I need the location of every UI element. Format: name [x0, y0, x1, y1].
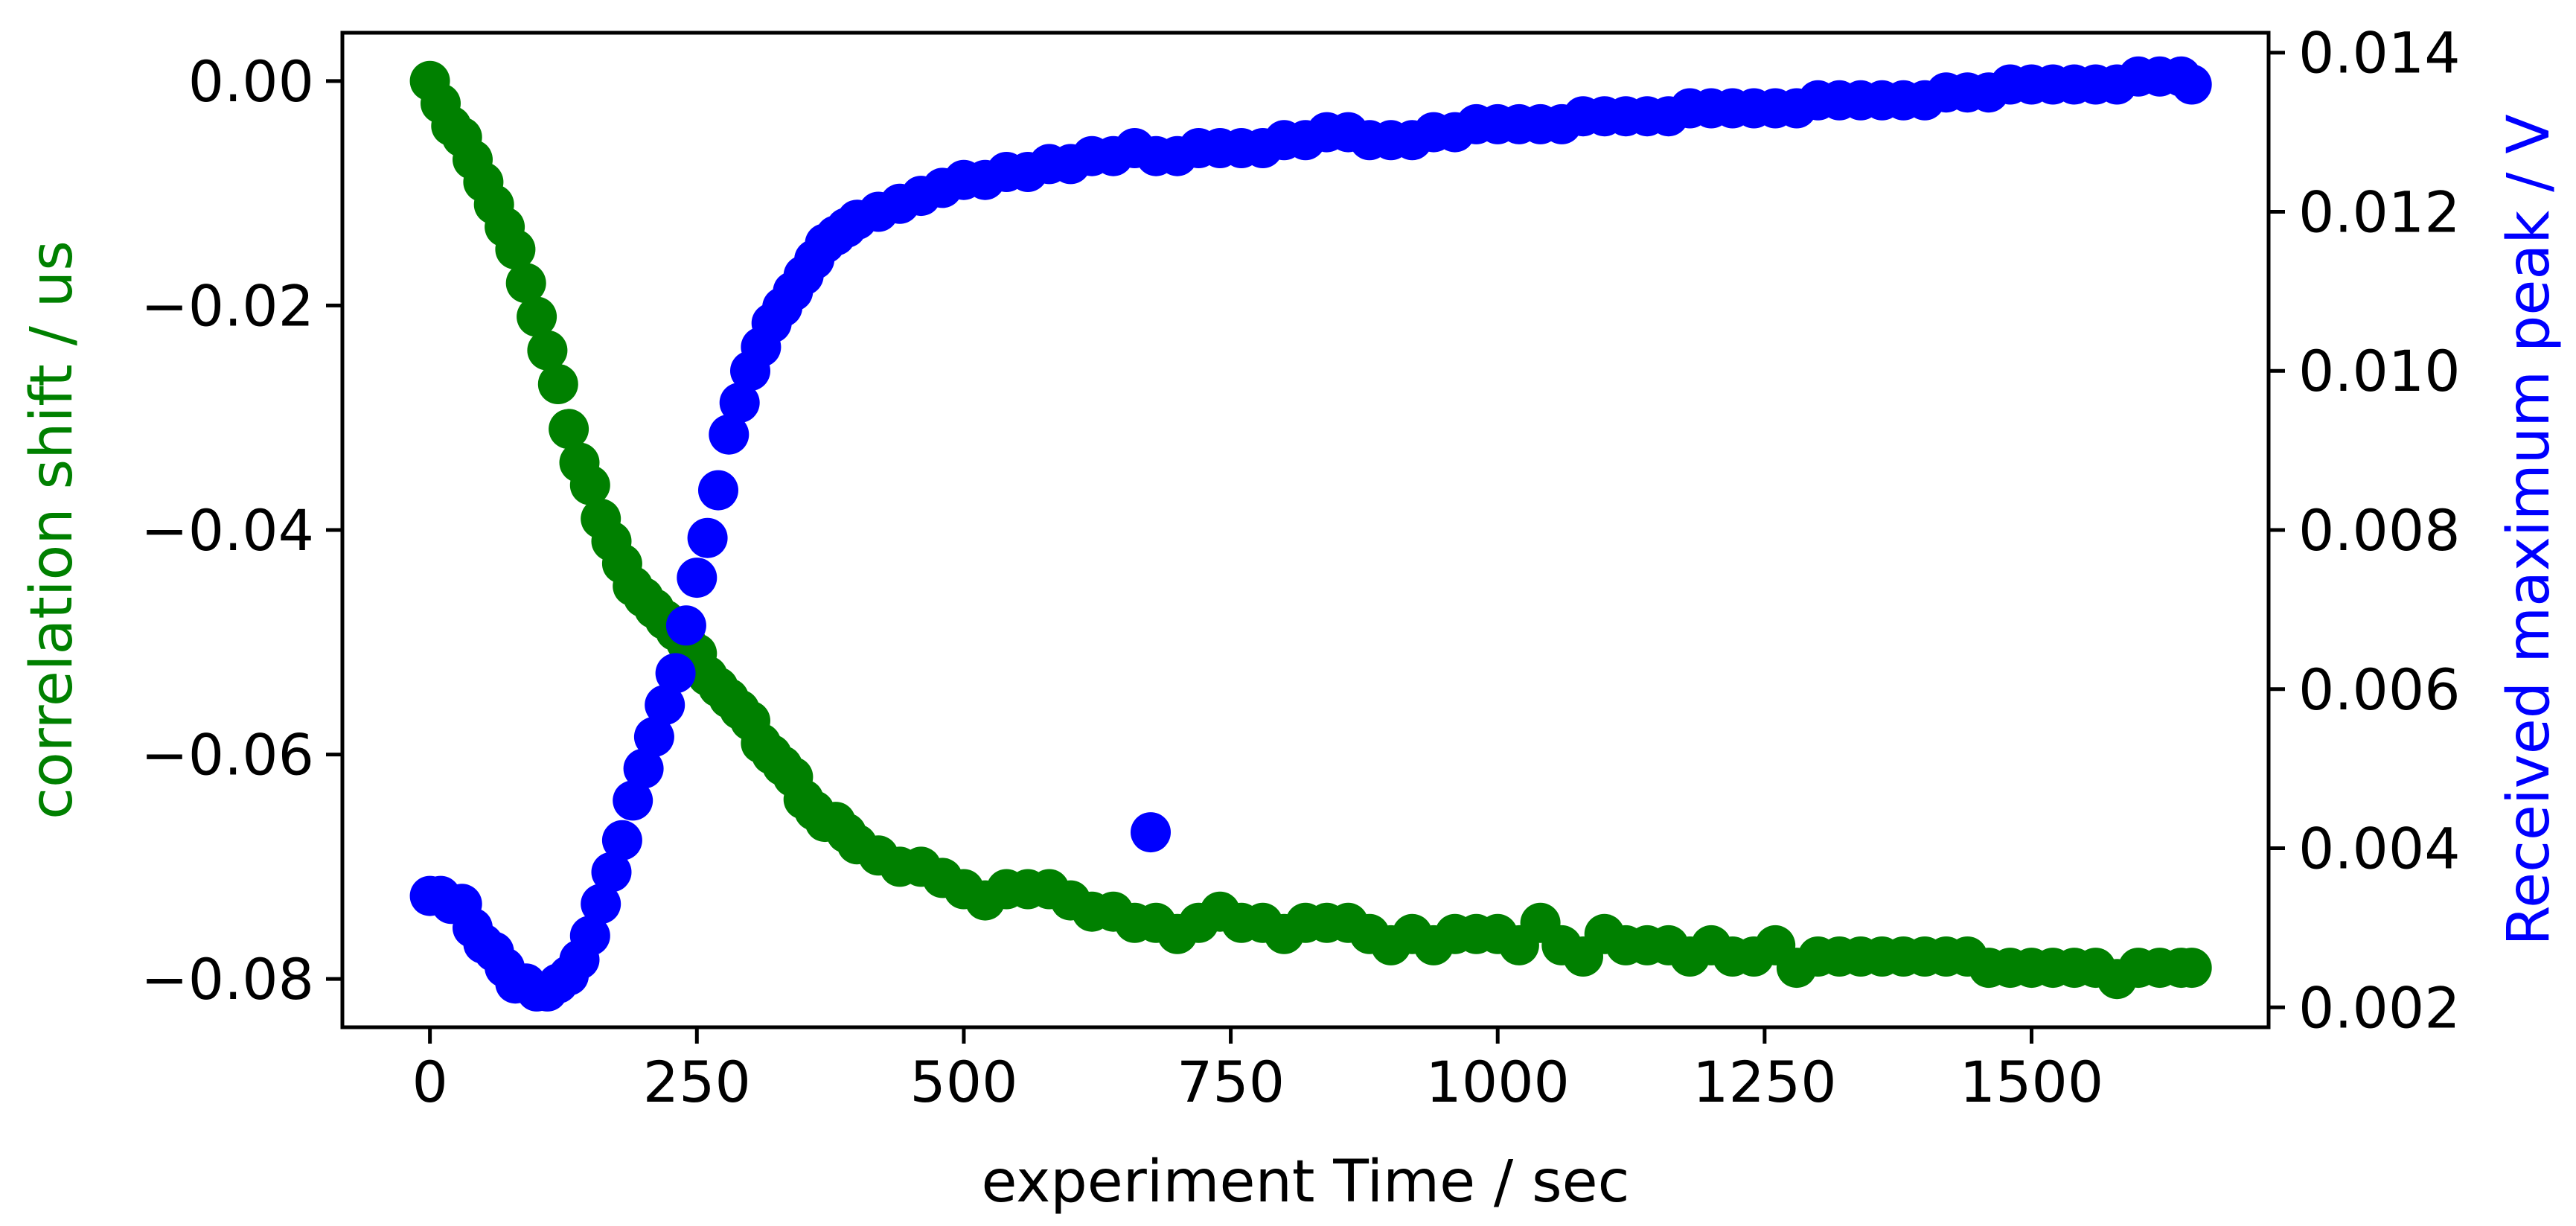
- peak-point: [677, 558, 717, 598]
- y-left-axis-ticks: 0.00 −0.02 −0.04 −0.06 −0.08: [141, 48, 342, 1012]
- shift-point: [569, 464, 610, 505]
- peak-point: [709, 414, 750, 455]
- x-tick-label: 750: [1177, 1049, 1285, 1115]
- peak-point: [719, 383, 760, 423]
- y-right-tick-label: 0.006: [2298, 657, 2461, 723]
- x-tick-label: 500: [910, 1049, 1017, 1115]
- y-left-tick-label: 0.00: [188, 48, 314, 115]
- peak-point: [613, 780, 653, 821]
- y-left-tick-label: −0.06: [141, 722, 314, 788]
- y-left-tick-label: −0.02: [141, 272, 314, 339]
- y-left-tick-label: −0.04: [141, 497, 314, 563]
- peak-point: [569, 916, 610, 957]
- y-right-tick-label: 0.014: [2298, 20, 2461, 86]
- y-right-tick-label: 0.008: [2298, 497, 2461, 563]
- shift-point: [495, 229, 536, 269]
- x-axis-title: experiment Time / sec: [981, 1149, 1629, 1216]
- peak-point: [633, 716, 674, 757]
- series-received-peak: [409, 56, 2212, 1012]
- peak-point: [655, 653, 696, 694]
- peak-point: [645, 685, 685, 726]
- y-right-tick-label: 0.004: [2298, 816, 2461, 882]
- peak-point: [581, 884, 621, 925]
- peak-point: [698, 470, 738, 511]
- y-right-axis-ticks: 0.002 0.004 0.006 0.008 0.010 0.012 0.014: [2269, 20, 2461, 1041]
- shift-point: [505, 263, 546, 304]
- x-tick-label: 0: [412, 1049, 447, 1115]
- peak-point: [601, 820, 642, 861]
- shift-point: [537, 364, 578, 404]
- x-tick-label: 250: [643, 1049, 751, 1115]
- y-left-tick-label: −0.08: [141, 946, 314, 1012]
- peak-point: [1131, 812, 1171, 853]
- peak-point: [2171, 64, 2212, 105]
- x-tick-label: 1000: [1426, 1049, 1570, 1115]
- y-right-tick-label: 0.012: [2298, 179, 2461, 245]
- y-right-axis-title: Received maximum peak / V: [2496, 114, 2563, 945]
- series-correlation-shift: [409, 60, 2212, 1000]
- peak-point: [623, 748, 664, 789]
- x-axis-ticks: 0 250 500 750 1000 1250 1500: [412, 1027, 2103, 1115]
- peak-point: [591, 852, 632, 893]
- peak-point: [665, 605, 706, 646]
- y-right-tick-label: 0.010: [2298, 338, 2461, 404]
- shift-point: [549, 409, 589, 450]
- y-left-axis-title: correlation shift / us: [19, 240, 86, 820]
- peak-point: [687, 517, 728, 558]
- y-right-tick-label: 0.002: [2298, 974, 2461, 1041]
- shift-point: [517, 296, 557, 337]
- shift-point: [2171, 948, 2212, 989]
- shift-point: [527, 330, 568, 371]
- x-tick-label: 1500: [1960, 1049, 2103, 1115]
- x-tick-label: 1250: [1693, 1049, 1836, 1115]
